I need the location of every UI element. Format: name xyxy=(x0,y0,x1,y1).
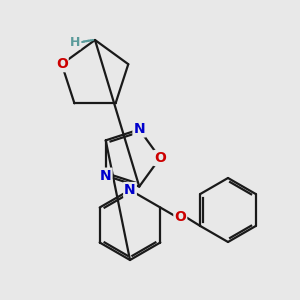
Text: N: N xyxy=(100,169,112,183)
Text: N: N xyxy=(134,122,145,136)
Text: O: O xyxy=(56,57,68,71)
Text: O: O xyxy=(174,210,186,224)
Text: H: H xyxy=(70,35,80,49)
Text: N: N xyxy=(124,183,136,197)
Text: O: O xyxy=(154,151,166,165)
